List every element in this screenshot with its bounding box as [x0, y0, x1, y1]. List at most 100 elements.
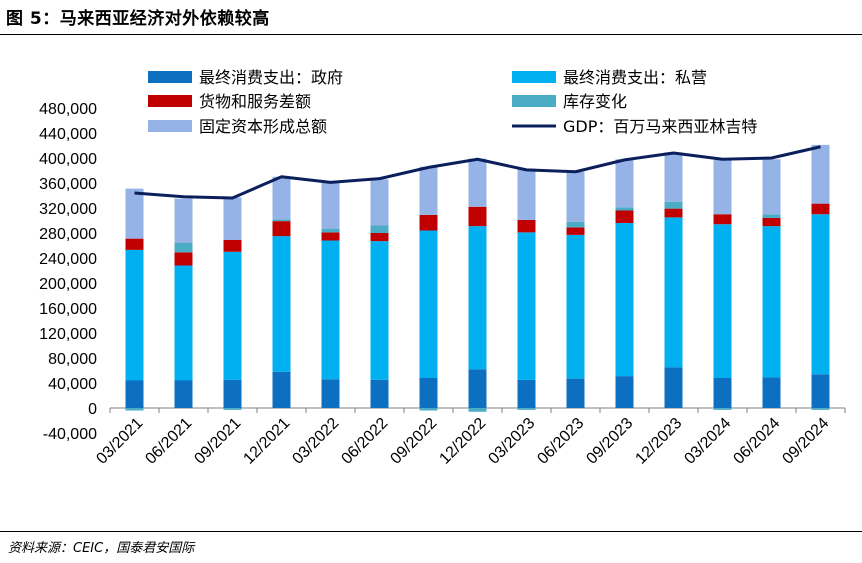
x-tick-label: 12/2023 — [632, 415, 685, 468]
x-tick-label: 03/2023 — [485, 415, 538, 468]
bar-segment — [615, 223, 634, 377]
bar-segment — [223, 197, 242, 240]
bar-segment — [566, 234, 585, 379]
bar-segment — [223, 379, 242, 408]
x-tick-label: 09/2024 — [779, 415, 832, 468]
gdp-line-layer — [134, 145, 821, 200]
bar-segment — [713, 214, 732, 225]
x-tick-label: 03/2021 — [93, 415, 146, 468]
legend-swatch — [148, 120, 192, 132]
x-tick-label: 06/2023 — [534, 415, 587, 468]
bar-segment — [762, 226, 781, 378]
figure-title: 图 5：马来西亚经济对外依赖较高 — [6, 9, 270, 29]
bar-segment — [223, 239, 242, 252]
x-tick-label: 09/2023 — [583, 415, 636, 468]
x-tick-label: 06/2024 — [730, 415, 783, 468]
legend-swatch — [512, 95, 556, 107]
bar-segment — [419, 214, 438, 231]
bar-segment — [125, 188, 144, 239]
y-tick-label: 160,000 — [39, 301, 97, 318]
bar-segment — [517, 232, 536, 380]
bar-segment — [713, 159, 732, 215]
y-tick-label: 280,000 — [39, 226, 97, 243]
legend-label: 最终消费支出：政府 — [199, 68, 343, 87]
x-tick-label: 06/2021 — [142, 415, 195, 468]
bar-segment — [762, 214, 781, 218]
source-note: 资料来源：CEIC，国泰君安国际 — [8, 541, 195, 556]
bar-segment — [174, 243, 193, 253]
x-tick-label: 03/2022 — [289, 415, 342, 468]
y-tick-label: 240,000 — [39, 251, 97, 268]
legend-label: 固定资本形成总额 — [199, 117, 327, 136]
bar-segment — [419, 408, 438, 411]
bar-segment — [174, 252, 193, 266]
legend-label: 最终消费支出：私营 — [563, 68, 707, 87]
y-tick-label: 480,000 — [39, 101, 97, 118]
bar-segment — [370, 179, 389, 226]
bar-segment — [272, 176, 291, 220]
bar-segment — [468, 206, 487, 227]
bars — [125, 144, 830, 412]
bar-segment — [615, 210, 634, 223]
legend-swatch — [512, 71, 556, 83]
bar-segment — [566, 171, 585, 222]
bar-segment — [566, 378, 585, 408]
bar-segment — [370, 379, 389, 408]
bar-segment — [811, 144, 830, 204]
bar-segment — [664, 217, 683, 368]
bar-segment — [272, 219, 291, 222]
y-tick-label: 0 — [88, 401, 97, 418]
y-tick-label: 200,000 — [39, 276, 97, 293]
bar-segment — [566, 221, 585, 228]
bar-segment — [321, 228, 340, 233]
bar-segment — [517, 408, 536, 410]
x-tick-label: 12/2022 — [436, 415, 489, 468]
bar-segment — [223, 408, 242, 410]
bar-segment — [811, 374, 830, 408]
bar-segment — [713, 408, 732, 410]
legend-label: 货物和服务差额 — [199, 92, 311, 111]
y-tick-label: 40,000 — [48, 376, 97, 393]
bar-segment — [468, 369, 487, 408]
bar-segment — [762, 377, 781, 408]
bar-segment — [811, 203, 830, 215]
legend-label: 库存变化 — [563, 92, 627, 111]
bar-segment — [517, 168, 536, 220]
bar-segment — [615, 376, 634, 408]
bar-segment — [321, 183, 340, 229]
bar-segment — [370, 225, 389, 233]
source-rule — [0, 531, 862, 532]
legend-label: GDP：百万马来西亚林吉特 — [563, 117, 757, 136]
bar-segment — [321, 232, 340, 241]
bar-segment — [615, 207, 634, 211]
y-tick-label: 320,000 — [39, 201, 97, 218]
x-tick-label: 09/2021 — [191, 415, 244, 468]
y-tick-label: -40,000 — [43, 426, 97, 443]
bar-segment — [174, 198, 193, 243]
bar-segment — [664, 201, 683, 209]
legend-swatch — [148, 95, 192, 107]
bar-segment — [125, 408, 144, 411]
bar-segment — [419, 230, 438, 378]
gdp-line — [134, 145, 821, 200]
chart: -40,000 0 40,000 80,000 120,000 160,000 200,00… — [39, 68, 846, 468]
x-tick-label: 03/2024 — [681, 415, 734, 468]
bar-segment — [468, 158, 487, 207]
bar-segment — [419, 166, 438, 215]
bar-segment — [811, 408, 830, 410]
bar-segment — [125, 238, 144, 250]
legend-swatch — [148, 71, 192, 83]
y-tick-label: 360,000 — [39, 176, 97, 193]
x-tick-label: 06/2022 — [338, 415, 391, 468]
bar-segment — [223, 251, 242, 380]
bar-segment — [174, 380, 193, 408]
bar-segment — [125, 380, 144, 408]
bar-segment — [272, 236, 291, 372]
bar-segment — [370, 233, 389, 242]
title-rule — [0, 34, 862, 35]
x-tick-label: 09/2022 — [387, 415, 440, 468]
bar-segment — [125, 249, 144, 381]
bar-segment — [762, 218, 781, 227]
bar-segment — [272, 371, 291, 408]
